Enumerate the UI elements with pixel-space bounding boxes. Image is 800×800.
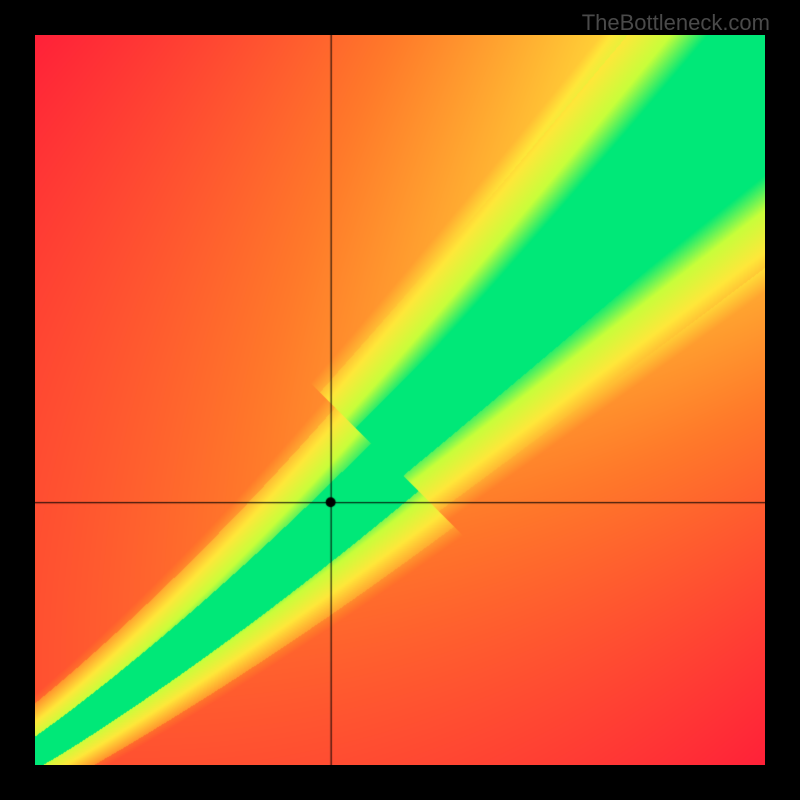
heatmap-plot: [35, 35, 765, 765]
watermark-text: TheBottleneck.com: [582, 10, 770, 36]
chart-container: TheBottleneck.com: [0, 0, 800, 800]
heatmap-canvas: [35, 35, 765, 765]
